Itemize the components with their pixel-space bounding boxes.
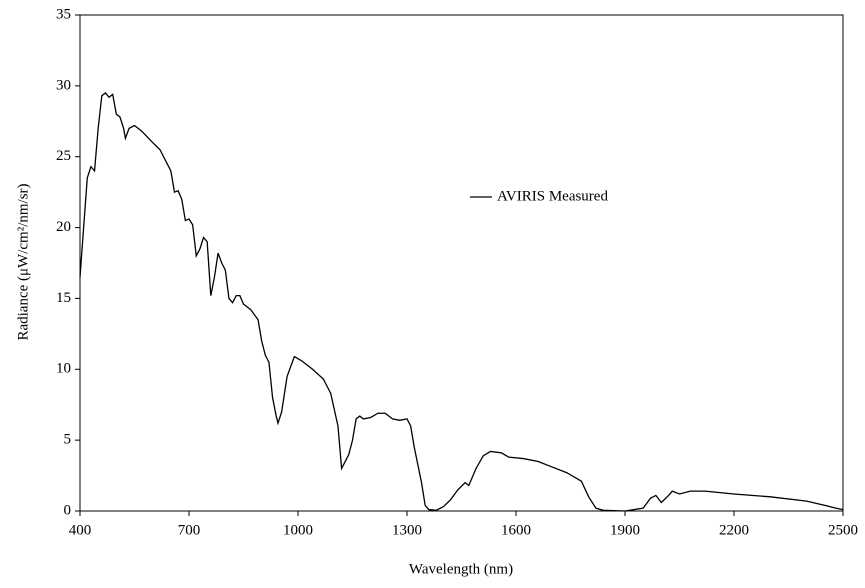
- y-tick-label: 35: [56, 6, 71, 22]
- x-tick-label: 1300: [392, 522, 422, 538]
- x-tick-label: 700: [178, 522, 201, 538]
- x-tick-label: 1600: [501, 522, 531, 538]
- x-tick-label: 1900: [610, 522, 640, 538]
- plot-frame: [79, 14, 844, 512]
- y-tick-label: 15: [56, 290, 71, 306]
- y-tick-label: 25: [56, 148, 71, 164]
- y-tick-label: 10: [56, 361, 71, 377]
- x-tick-label: 2500: [828, 522, 858, 538]
- y-tick-label: 30: [56, 77, 71, 93]
- y-tick-label: 20: [56, 219, 71, 235]
- x-tick-label: 2200: [719, 522, 749, 538]
- x-axis-label: Wavelength (nm): [409, 561, 513, 577]
- legend-label: AVIRIS Measured: [497, 188, 608, 204]
- y-tick-label: 5: [64, 432, 72, 448]
- x-tick-label: 400: [69, 522, 92, 538]
- y-axis-label: Radiance (μW/cm²/nm/sr): [15, 183, 31, 340]
- y-tick-label: 0: [64, 502, 72, 518]
- x-tick-label: 1000: [283, 522, 313, 538]
- data-line: [79, 92, 844, 512]
